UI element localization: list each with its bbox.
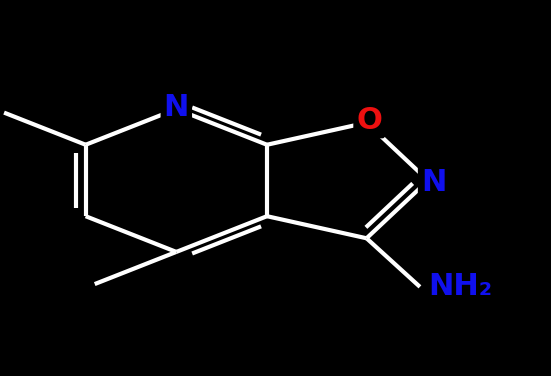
Text: NH₂: NH₂ xyxy=(428,272,493,301)
Text: N: N xyxy=(421,168,446,197)
Text: N: N xyxy=(164,92,189,122)
Text: O: O xyxy=(356,106,382,135)
